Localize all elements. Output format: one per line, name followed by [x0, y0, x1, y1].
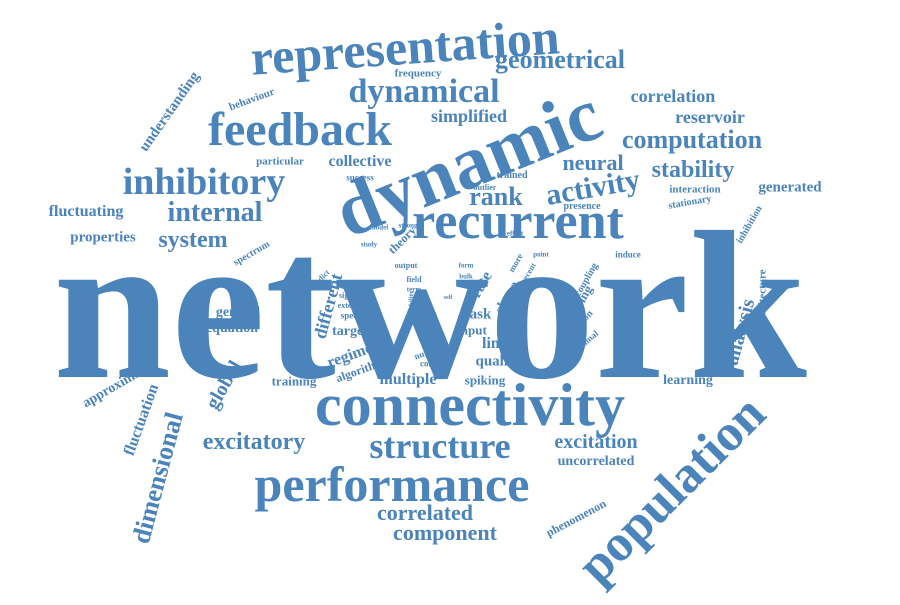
word-outlier: outlier: [473, 183, 497, 192]
word-presence: presence: [563, 201, 601, 212]
word-computation: computation: [621, 125, 763, 154]
word-effect: effect: [506, 229, 524, 238]
word-dynamical: dynamical: [348, 73, 500, 110]
word-self: self: [443, 295, 453, 301]
word-input: input: [457, 322, 487, 338]
word-interaction: interaction: [669, 183, 721, 196]
word-extend: extend: [337, 301, 361, 310]
word-quality: quality: [475, 353, 521, 370]
word-system: system: [158, 227, 228, 253]
word-multiple: multiple: [379, 371, 437, 388]
word-inhibitory: inhibitory: [122, 161, 286, 203]
word-connectivity: connectivity: [315, 372, 625, 438]
word-correlated: correlated: [376, 500, 474, 525]
word-particular: particular: [256, 155, 304, 168]
word-reservoir: reservoir: [675, 107, 745, 127]
word-complex: complex: [420, 358, 452, 369]
word-simplified: simplified: [430, 106, 508, 126]
word-correlation: correlation: [630, 86, 716, 106]
word-ability: ability: [407, 290, 416, 310]
word-term: term: [406, 285, 422, 294]
word-general: general: [215, 305, 261, 320]
word-understanding: understanding: [136, 68, 203, 155]
word-linear: linear: [482, 335, 522, 352]
word-architecture: architecture: [756, 269, 769, 327]
word-geometrical: geometrical: [495, 45, 625, 74]
word-output: output: [394, 261, 418, 270]
word-feedback: feedback: [208, 103, 392, 156]
word-neural: neural: [562, 150, 624, 175]
word-result: result: [510, 325, 528, 334]
word-uncorrelated: uncorrelated: [557, 454, 635, 469]
word-stability: stability: [651, 157, 735, 183]
word-field: field: [406, 275, 422, 284]
word-success: success: [346, 172, 374, 183]
word-task: task: [464, 306, 492, 323]
word-structure: structure: [369, 426, 511, 466]
word-specific: specific: [340, 310, 370, 321]
word-collective: collective: [328, 153, 392, 170]
word-point: point: [533, 250, 549, 259]
word-trained: trained: [496, 170, 528, 181]
word-target: target: [332, 324, 368, 339]
word-study: study: [360, 240, 378, 249]
word-excitatory: excitatory: [202, 429, 306, 455]
word-generated: generated: [758, 179, 822, 196]
word-performance: performance: [254, 456, 530, 512]
word-recurrent: recurrent: [412, 193, 624, 250]
word-frequency: frequency: [394, 67, 442, 80]
word-spiking: spiking: [464, 372, 506, 388]
word-fluctuating: fluctuating: [48, 203, 124, 220]
word-form: form: [458, 261, 474, 270]
word-training: training: [271, 373, 317, 389]
word-network: network: [53, 188, 807, 423]
word-bulk: bulk: [459, 272, 473, 281]
word-internal: internal: [167, 197, 263, 228]
word-induce: induce: [615, 249, 641, 260]
word-component: component: [393, 520, 497, 545]
word-strong: strong: [398, 221, 418, 230]
word-learning: learning: [663, 373, 713, 388]
word-equation: equation: [205, 321, 259, 336]
word-model: model: [369, 223, 389, 232]
word-signal: signal: [338, 291, 360, 300]
word-properties: properties: [70, 229, 136, 246]
word-rank: rank: [469, 182, 523, 211]
word-excitation: excitation: [554, 431, 638, 453]
